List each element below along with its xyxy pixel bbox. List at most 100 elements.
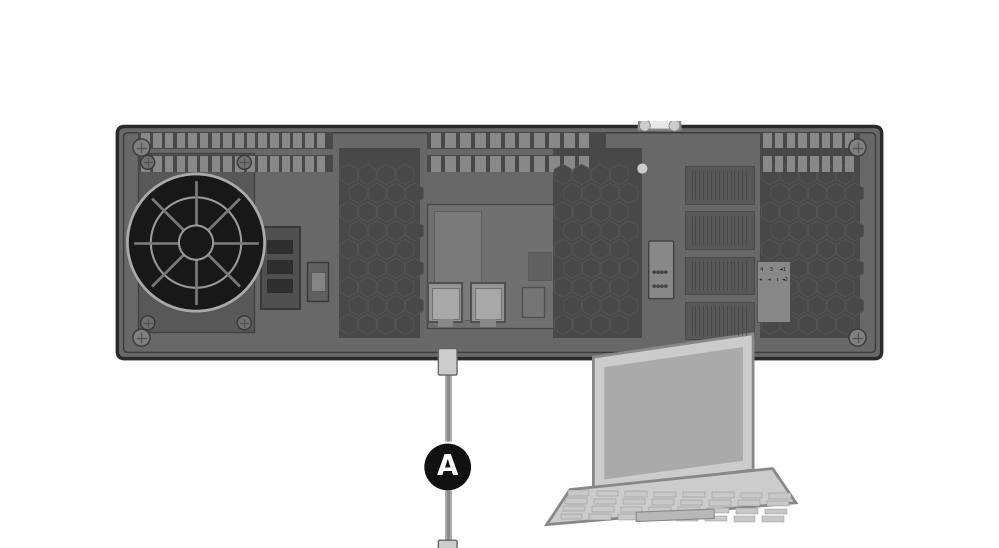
Bar bbox=[200, 133, 209, 149]
Bar bbox=[305, 133, 314, 149]
Bar bbox=[247, 133, 255, 149]
Polygon shape bbox=[610, 202, 628, 222]
Polygon shape bbox=[397, 164, 414, 185]
Polygon shape bbox=[799, 202, 816, 222]
Polygon shape bbox=[846, 258, 863, 278]
Bar bbox=[578, 133, 589, 149]
Bar bbox=[623, 499, 644, 504]
Polygon shape bbox=[827, 220, 845, 241]
Circle shape bbox=[636, 0, 683, 36]
Polygon shape bbox=[591, 314, 609, 334]
Bar bbox=[429, 283, 463, 322]
Circle shape bbox=[238, 155, 252, 169]
Bar bbox=[282, 156, 291, 172]
Polygon shape bbox=[771, 220, 788, 241]
Circle shape bbox=[660, 285, 663, 287]
Polygon shape bbox=[406, 258, 424, 278]
Bar bbox=[760, 132, 860, 149]
Bar bbox=[224, 156, 232, 172]
Polygon shape bbox=[638, 81, 680, 129]
Bar bbox=[810, 133, 818, 149]
Polygon shape bbox=[359, 314, 377, 334]
Polygon shape bbox=[397, 314, 414, 334]
Polygon shape bbox=[397, 277, 414, 297]
Polygon shape bbox=[350, 258, 367, 278]
Polygon shape bbox=[836, 277, 854, 297]
Polygon shape bbox=[780, 239, 798, 260]
Bar bbox=[490, 133, 500, 149]
Bar bbox=[763, 156, 772, 172]
Bar bbox=[786, 156, 795, 172]
Polygon shape bbox=[573, 202, 590, 222]
Polygon shape bbox=[340, 314, 358, 334]
Polygon shape bbox=[554, 202, 571, 222]
FancyBboxPatch shape bbox=[648, 241, 673, 299]
Text: ◄  ◄  ↕ ◄2: ◄ ◄ ↕ ◄2 bbox=[759, 277, 788, 282]
Polygon shape bbox=[808, 183, 826, 203]
Polygon shape bbox=[846, 295, 863, 316]
Bar bbox=[308, 262, 328, 301]
FancyBboxPatch shape bbox=[439, 349, 457, 375]
Circle shape bbox=[151, 197, 241, 288]
Polygon shape bbox=[818, 314, 835, 334]
Bar bbox=[534, 133, 545, 149]
Bar bbox=[740, 493, 762, 498]
Bar bbox=[625, 491, 647, 496]
Bar bbox=[685, 166, 754, 204]
Polygon shape bbox=[359, 277, 377, 297]
Polygon shape bbox=[350, 295, 367, 316]
Bar bbox=[142, 133, 150, 149]
Polygon shape bbox=[387, 295, 405, 316]
Circle shape bbox=[664, 271, 667, 273]
Polygon shape bbox=[808, 220, 826, 241]
Polygon shape bbox=[582, 183, 600, 203]
Bar bbox=[153, 156, 162, 172]
Bar bbox=[618, 515, 640, 520]
Polygon shape bbox=[369, 295, 386, 316]
Bar bbox=[591, 506, 613, 512]
Polygon shape bbox=[601, 220, 618, 241]
Polygon shape bbox=[340, 202, 358, 222]
Bar bbox=[565, 498, 587, 504]
Polygon shape bbox=[406, 220, 424, 241]
Polygon shape bbox=[780, 202, 798, 222]
Bar bbox=[165, 156, 174, 172]
Bar bbox=[712, 492, 733, 498]
Bar bbox=[294, 133, 302, 149]
Polygon shape bbox=[790, 183, 807, 203]
Bar bbox=[427, 132, 605, 149]
Bar bbox=[845, 133, 853, 149]
Polygon shape bbox=[378, 164, 395, 185]
Bar bbox=[821, 156, 830, 172]
Bar bbox=[620, 507, 642, 512]
Polygon shape bbox=[799, 277, 816, 297]
Bar bbox=[433, 288, 459, 319]
Polygon shape bbox=[350, 183, 367, 203]
Bar bbox=[810, 156, 818, 172]
Bar bbox=[212, 133, 220, 149]
Polygon shape bbox=[771, 258, 788, 278]
Polygon shape bbox=[601, 258, 618, 278]
Bar bbox=[311, 272, 325, 291]
Bar bbox=[224, 133, 232, 149]
Polygon shape bbox=[610, 164, 628, 185]
Polygon shape bbox=[827, 295, 845, 316]
Bar bbox=[709, 500, 731, 506]
Polygon shape bbox=[591, 239, 609, 260]
Bar bbox=[549, 156, 559, 172]
Polygon shape bbox=[554, 314, 571, 334]
Bar bbox=[685, 256, 754, 294]
Circle shape bbox=[657, 285, 659, 287]
Polygon shape bbox=[636, 509, 714, 522]
Bar bbox=[549, 133, 559, 149]
Circle shape bbox=[657, 271, 659, 273]
Circle shape bbox=[653, 271, 655, 273]
Bar bbox=[560, 513, 582, 519]
Polygon shape bbox=[369, 258, 386, 278]
Polygon shape bbox=[582, 220, 600, 241]
Bar bbox=[153, 133, 162, 149]
Bar bbox=[235, 156, 244, 172]
Bar bbox=[680, 500, 702, 505]
Bar bbox=[294, 156, 302, 172]
Polygon shape bbox=[610, 314, 628, 334]
